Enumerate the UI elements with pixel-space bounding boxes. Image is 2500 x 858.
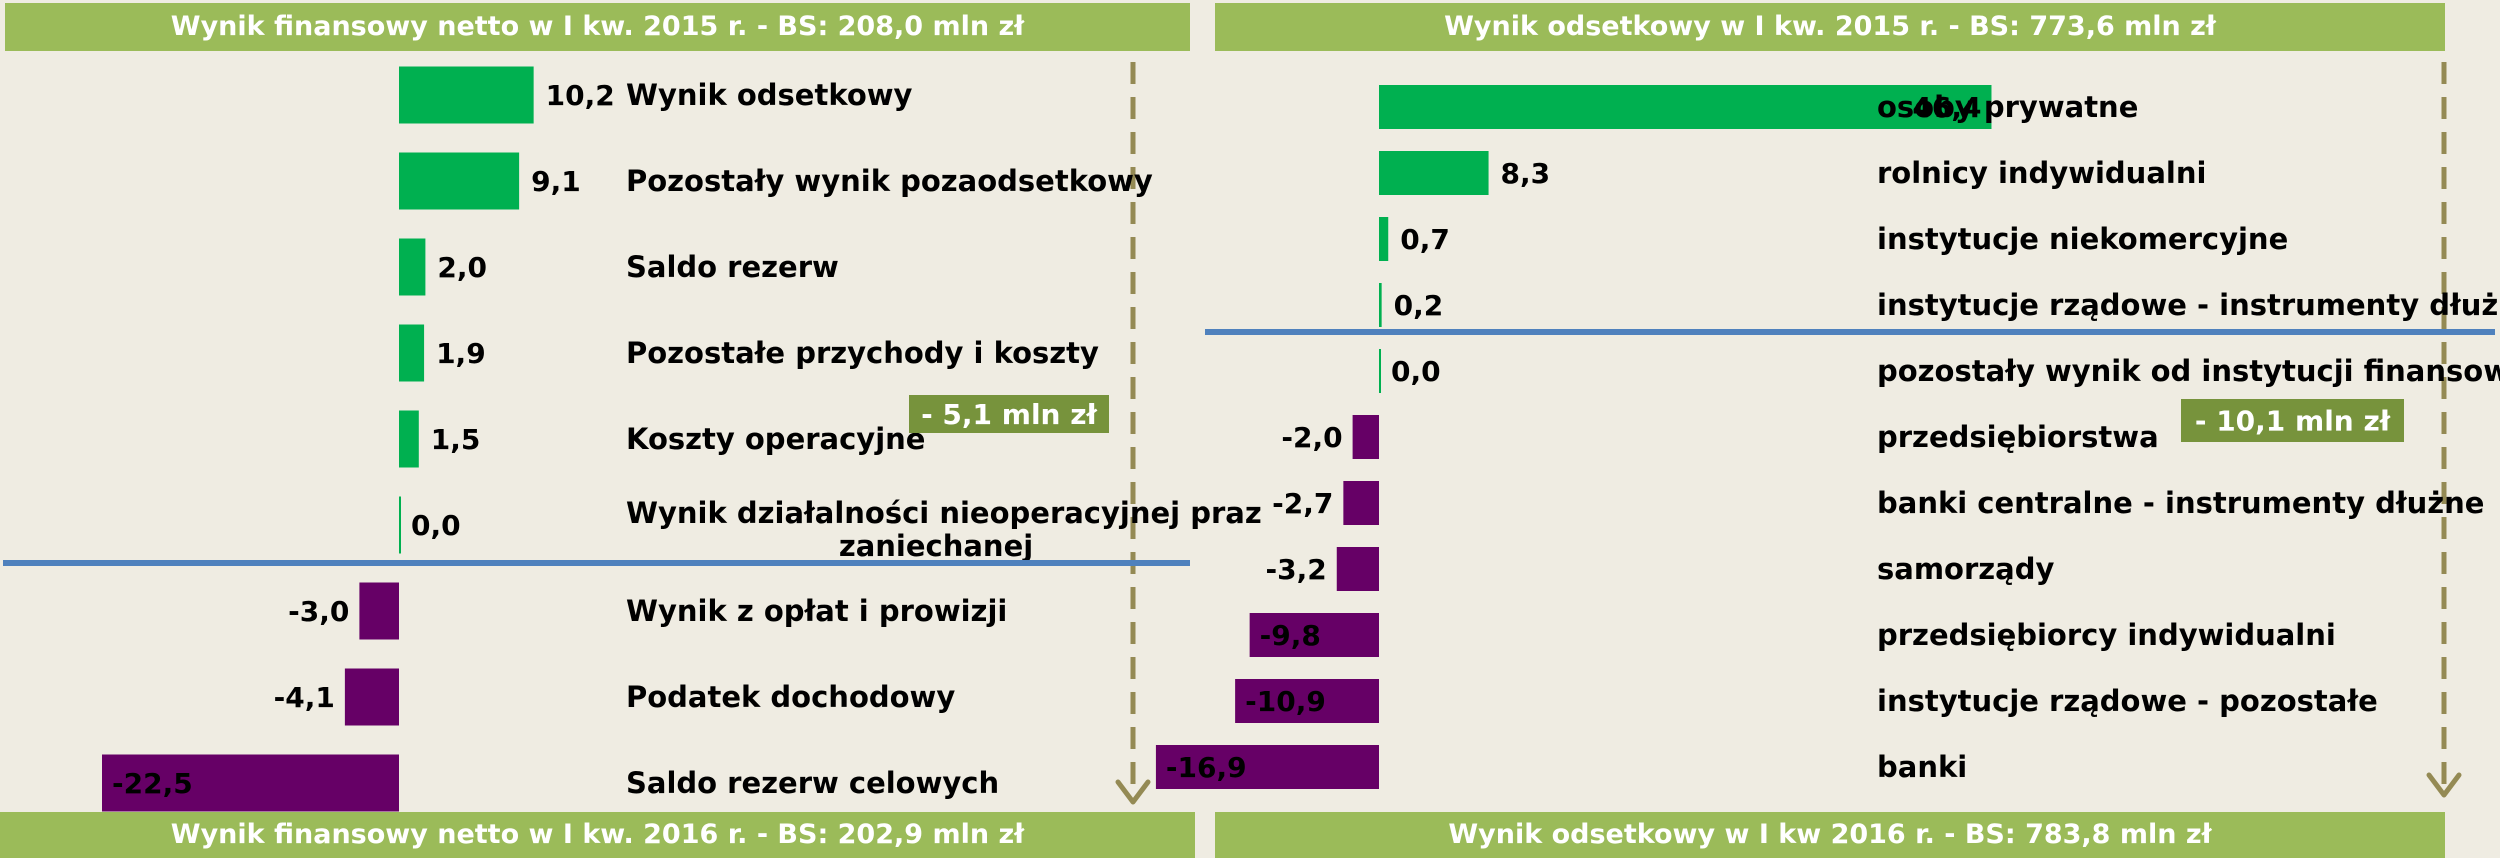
right-category-label-9: instytucje rządowe - pozostałe: [1877, 684, 2378, 718]
right-category-label-3: instytucje rządowe - instrumenty dłużne: [1877, 288, 2500, 322]
left-value-label-5: 0,0: [411, 509, 461, 542]
left-category-label-3: Pozostałe przychody i koszty: [626, 336, 1099, 370]
left-bar-7: [344, 668, 399, 726]
right-bar-0: [1379, 85, 1992, 129]
right-value-label-3: 0,2: [1394, 289, 1444, 322]
left-bar-4: [399, 410, 419, 468]
left-bar-3: [399, 324, 425, 382]
right-callout-box: [2181, 399, 2404, 442]
left-category-label-7: Podatek dochodowy: [626, 680, 955, 714]
right-chart-title: Wynik odsetkowy w I kw. 2015 r. - BS: 77…: [1215, 3, 2445, 51]
left-callout-box: [909, 395, 1109, 433]
right-category-label-10: banki: [1877, 750, 1967, 784]
left-value-label-2: 2,0: [437, 251, 487, 284]
left-value-label-8: -22,5: [112, 767, 193, 800]
right-value-label-7: -3,2: [1266, 553, 1327, 586]
right-bar-2: [1379, 217, 1389, 261]
right-bar-5: [1352, 415, 1379, 459]
left-category-label-1: Pozostały wynik pozaodsetkowy: [626, 164, 1153, 198]
right-value-label-0: 46,4: [1912, 91, 1981, 124]
right-value-label-2: 0,7: [1400, 223, 1450, 256]
right-value-label-8: -9,8: [1260, 619, 1321, 652]
left-chart-title: Wynik finansowy netto w I kw. 2015 r. - …: [5, 3, 1190, 51]
right-value-label-1: 8,3: [1501, 157, 1551, 190]
left-value-label-3: 1,9: [436, 337, 486, 370]
right-category-label-0: osoby prywatne: [1877, 90, 2138, 124]
right-chart-footer: Wynik odsetkowy w I kw 2016 r. - BS: 783…: [1215, 812, 2445, 858]
right-category-label-2: instytucje niekomercyjne: [1877, 222, 2288, 256]
left-callout-text: - 5,1 mln zł: [921, 398, 1097, 431]
right-bar-8: [1249, 613, 1379, 657]
left-category-label-5: Wynik działalności nieoperacyjnej praz za…: [626, 496, 1262, 563]
right-category-label-6: banki centralne - instrumenty dłużne: [1877, 486, 2484, 520]
right-bar-10: [1155, 745, 1379, 789]
left-category-label-2: Saldo rezerw: [626, 250, 839, 284]
left-category-label-4: Koszty operacyjne: [626, 422, 925, 456]
right-callout-text: - 10,1 mln zł: [2195, 405, 2391, 438]
left-value-label-7: -4,1: [274, 681, 335, 714]
right-category-label-8: przedsiębiorcy indywidualni: [1877, 618, 2336, 652]
right-value-label-5: -2,0: [1281, 421, 1342, 454]
left-bar-0: [399, 66, 534, 124]
left-bar-6: [359, 582, 399, 640]
left-bar-1: [399, 152, 520, 210]
left-bar-5: [399, 496, 401, 554]
right-bar-7: [1336, 547, 1379, 591]
left-category-label-8: Saldo rezerw celowych: [626, 766, 999, 800]
right-value-label-9: -10,9: [1245, 685, 1326, 718]
right-category-label-5: przedsiębiorstwa: [1877, 420, 2159, 454]
right-value-label-6: -2,7: [1272, 487, 1333, 520]
left-arrow-head: [1115, 779, 1151, 805]
right-bar-6: [1343, 481, 1379, 525]
right-bar-3: [1379, 283, 1382, 327]
right-bar-1: [1379, 151, 1489, 195]
left-category-label-0: Wynik odsetkowy: [626, 78, 913, 112]
right-value-label-4: 0,0: [1391, 355, 1441, 388]
right-bar-9: [1235, 679, 1379, 723]
right-category-label-1: rolnicy indywidualni: [1877, 156, 2206, 190]
right-arrow-head: [2426, 772, 2462, 798]
left-category-label-6: Wynik z opłat i prowizji: [626, 594, 1007, 628]
right-bar-4: [1379, 349, 1381, 393]
left-bar-2: [399, 238, 426, 296]
left-value-label-1: 9,1: [531, 165, 581, 198]
left-value-label-6: -3,0: [288, 595, 349, 628]
right-value-label-10: -16,9: [1166, 751, 1247, 784]
left-value-label-0: 10,2: [546, 79, 615, 112]
right-category-label-4: pozostały wynik od instytucji finansowyc…: [1877, 354, 2500, 388]
right-category-label-7: samorządy: [1877, 552, 2054, 586]
left-chart-footer: Wynik finansowy netto w I kw. 2016 r. - …: [0, 812, 1195, 858]
left-value-label-4: 1,5: [431, 423, 481, 456]
left-bar-8: [102, 754, 399, 812]
